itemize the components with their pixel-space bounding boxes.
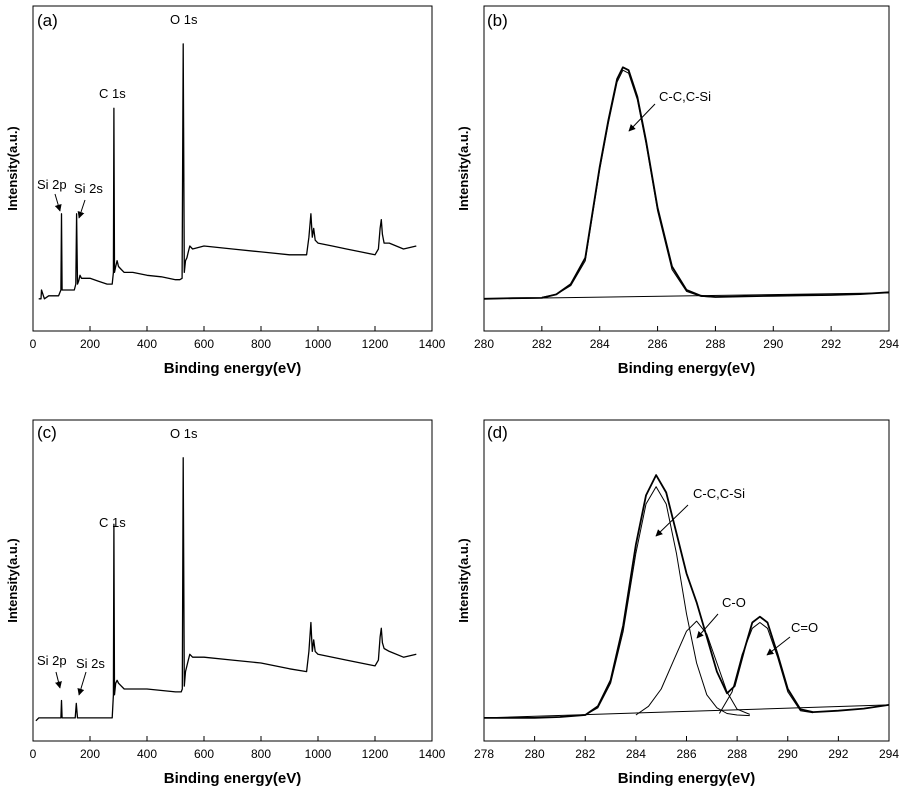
x-tick-label: 1000 bbox=[305, 337, 332, 351]
panel-b: 280 282 284 286 288 290 292 294 Binding energy(e… bbox=[456, 5, 899, 377]
x-tick-label: 278 bbox=[474, 747, 494, 761]
x-tick-label: 290 bbox=[778, 747, 798, 761]
series-line-fit-c-c-c-si bbox=[541, 69, 716, 298]
peak-annotation: C=O bbox=[791, 620, 818, 635]
series-line-background bbox=[483, 704, 890, 719]
x-tick-label: 292 bbox=[821, 337, 841, 351]
annotation-arrow bbox=[55, 671, 62, 689]
panel-d: 278 280 282 284 286 288 290 292 294 Binding energ… bbox=[456, 419, 899, 787]
x-tick-label: 284 bbox=[626, 747, 646, 761]
x-tick-label: 294 bbox=[879, 337, 899, 351]
series-line-fit-c-o bbox=[718, 622, 814, 714]
x-tick-label: 600 bbox=[194, 337, 214, 351]
x-tick-label: 290 bbox=[763, 337, 783, 351]
series-line-fit-c-c-c-si bbox=[559, 486, 750, 718]
x-tick-label: 280 bbox=[525, 747, 545, 761]
annotation-arrow bbox=[655, 504, 689, 537]
peak-annotation: C-O bbox=[722, 595, 746, 610]
annotation-arrow bbox=[54, 193, 62, 212]
x-tick-label: 600 bbox=[194, 747, 214, 761]
x-tick-label: 284 bbox=[590, 337, 610, 351]
panel-label: (b) bbox=[487, 11, 508, 30]
plot-frame bbox=[483, 419, 890, 742]
peak-annotation: O 1s bbox=[170, 12, 198, 27]
x-tick-label: 1400 bbox=[419, 747, 446, 761]
peak-annotation: C-C,C-Si bbox=[659, 89, 711, 104]
y-axis-title: Intensity(a.u.) bbox=[5, 538, 20, 623]
y-axis-title: Intensity(a.u.) bbox=[5, 126, 20, 211]
panel-label: (c) bbox=[37, 423, 57, 442]
annotation-arrow bbox=[628, 103, 656, 132]
annotation-arrow bbox=[696, 613, 719, 639]
x-tick-label: 400 bbox=[137, 337, 157, 351]
x-tick-label: 0 bbox=[30, 747, 37, 761]
x-tick-label: 286 bbox=[676, 747, 696, 761]
plot-frame bbox=[483, 5, 890, 332]
x-tick-label: 200 bbox=[80, 747, 100, 761]
annotation-arrow bbox=[77, 671, 87, 696]
x-tick-label: 400 bbox=[137, 747, 157, 761]
x-tick-label: 288 bbox=[705, 337, 725, 351]
x-axis-title: Binding energy(eV) bbox=[164, 360, 302, 377]
annotation-arrow bbox=[77, 199, 86, 219]
x-tick-label: 1200 bbox=[362, 747, 389, 761]
y-axis-title: Intensity(a.u.) bbox=[456, 538, 471, 623]
annotation-arrow bbox=[766, 636, 791, 656]
plot-frame bbox=[32, 5, 433, 332]
x-tick-label: 0 bbox=[30, 337, 37, 351]
panel-c: 0 200 400 600 800 1000 1200 1400 Binding energy(… bbox=[5, 419, 446, 787]
x-axis-title: Binding energy(eV) bbox=[618, 770, 756, 787]
series-line-measured-envelope bbox=[484, 474, 890, 719]
series-line-background bbox=[483, 292, 890, 300]
x-axis-title: Binding energy(eV) bbox=[164, 770, 302, 787]
peak-annotation: C 1s bbox=[99, 86, 126, 101]
x-tick-label: 280 bbox=[474, 337, 494, 351]
x-tick-label: 292 bbox=[828, 747, 848, 761]
series-line-fit-c-o bbox=[635, 620, 750, 716]
peak-annotation: Si 2s bbox=[76, 656, 105, 671]
peak-annotation: C-C,C-Si bbox=[693, 486, 745, 501]
peak-annotation: Si 2p bbox=[37, 653, 67, 668]
x-tick-label: 1400 bbox=[419, 337, 446, 351]
panel-label: (a) bbox=[37, 11, 58, 30]
y-axis-title: Intensity(a.u.) bbox=[456, 126, 471, 211]
x-tick-label: 800 bbox=[251, 747, 271, 761]
series-line-survey bbox=[35, 457, 417, 722]
peak-annotation: O 1s bbox=[170, 426, 198, 441]
x-tick-label: 200 bbox=[80, 337, 100, 351]
peak-annotation: Si 2p bbox=[37, 177, 67, 192]
plot-frame bbox=[32, 419, 433, 742]
x-tick-label: 1000 bbox=[305, 747, 332, 761]
peak-annotation: Si 2s bbox=[74, 181, 103, 196]
panel-label: (d) bbox=[487, 423, 508, 442]
x-tick-label: 282 bbox=[575, 747, 595, 761]
panel-a: 0 200 400 600 800 1000 1200 1400 Binding energy(… bbox=[5, 5, 446, 377]
x-tick-label: 286 bbox=[648, 337, 668, 351]
x-tick-label: 288 bbox=[727, 747, 747, 761]
x-tick-label: 800 bbox=[251, 337, 271, 351]
x-tick-label: 1200 bbox=[362, 337, 389, 351]
x-tick-label: 282 bbox=[532, 337, 552, 351]
series-line-survey bbox=[38, 43, 417, 300]
x-axis-title: Binding energy(eV) bbox=[618, 360, 756, 377]
x-tick-label: 294 bbox=[879, 747, 899, 761]
peak-annotation: C 1s bbox=[99, 515, 126, 530]
